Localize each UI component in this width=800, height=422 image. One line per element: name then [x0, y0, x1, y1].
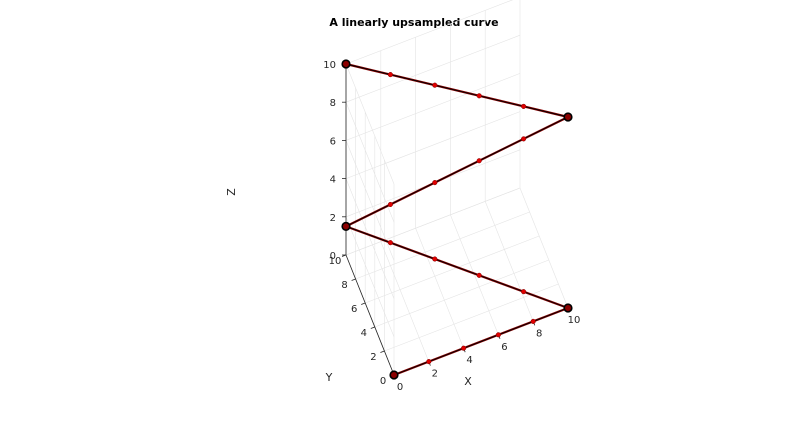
- x-axis-label: X: [464, 375, 472, 388]
- grid-line: [450, 214, 499, 335]
- x-tick-label: 10: [568, 315, 581, 326]
- curve: [341, 59, 573, 380]
- grid-line: [384, 283, 559, 352]
- upsampled-point: [387, 201, 393, 208]
- z-tick-label: 6: [330, 136, 336, 147]
- upsampled-point: [476, 93, 482, 99]
- upsampled-point: [387, 72, 393, 78]
- y-tick-label: 0: [380, 376, 386, 387]
- z-tick-label: 0: [330, 251, 336, 262]
- y-tick-mark: [380, 350, 385, 353]
- grid-line: [519, 187, 569, 309]
- upsampled-point: [461, 345, 467, 351]
- upsampled-point: [521, 289, 527, 295]
- grid-line: [345, 73, 521, 141]
- y-tick-label: 8: [341, 280, 347, 291]
- upsampled-point: [432, 180, 438, 186]
- grid-line: [380, 241, 430, 362]
- y-axis-line: [345, 254, 395, 376]
- upsampled-point: [476, 158, 482, 164]
- curve-segment-core: [345, 63, 569, 118]
- y-axis-label: Y: [325, 371, 333, 384]
- y-tick-label: 10: [329, 256, 342, 267]
- y-tick-label: 4: [361, 328, 367, 339]
- z-tick-label: 10: [323, 60, 336, 71]
- grid-line: [345, 111, 521, 179]
- grid-line: [365, 235, 540, 304]
- y-tick-mark: [370, 326, 375, 329]
- grid-line: [345, 102, 395, 223]
- control-point: [341, 221, 351, 231]
- grid-line: [345, 63, 395, 185]
- x-tick-label: 2: [432, 369, 438, 380]
- control-point: [563, 303, 573, 313]
- y-tick-mark: [361, 302, 366, 305]
- x-tick-label: 8: [536, 328, 542, 339]
- upsampled-point: [530, 318, 536, 324]
- grid-line: [374, 259, 549, 328]
- z-tick-label: 4: [330, 175, 336, 186]
- chart-title: A linearly upsampled curve: [329, 16, 498, 29]
- curve-segment-core: [345, 116, 569, 227]
- y-tick-label: 6: [351, 304, 357, 315]
- upsampled-point: [521, 136, 527, 142]
- z-tick-label: 2: [330, 213, 336, 224]
- curve-segment-core: [345, 225, 569, 309]
- grid-line: [355, 211, 530, 280]
- x-tick-label: 0: [397, 382, 403, 393]
- x-tick-label: 4: [466, 355, 472, 366]
- curve-segment-core: [393, 307, 569, 376]
- upsampled-point: [426, 359, 432, 365]
- upsampled-point: [432, 256, 438, 262]
- grid-line: [415, 228, 464, 349]
- control-point: [341, 59, 351, 69]
- upsampled-point: [521, 103, 527, 109]
- grid-line: [345, 216, 395, 337]
- upsampled-point: [432, 82, 438, 88]
- y-tick-label: 2: [370, 352, 376, 363]
- x-tick-label: 6: [501, 342, 507, 353]
- grid-line: [484, 201, 534, 322]
- grid-line: [345, 187, 521, 256]
- grid: [345, 0, 569, 376]
- grid-line: [345, 178, 395, 299]
- upsampled-point: [387, 240, 393, 246]
- upsampled-point: [495, 332, 501, 338]
- y-tick-mark: [351, 278, 356, 281]
- grid-line: [345, 0, 514, 65]
- z-axis-label: Z: [225, 188, 238, 196]
- control-point: [389, 370, 399, 380]
- upsampled-point: [476, 272, 482, 278]
- control-point: [563, 112, 573, 122]
- grid-line: [345, 34, 521, 103]
- z-tick-label: 8: [330, 98, 336, 109]
